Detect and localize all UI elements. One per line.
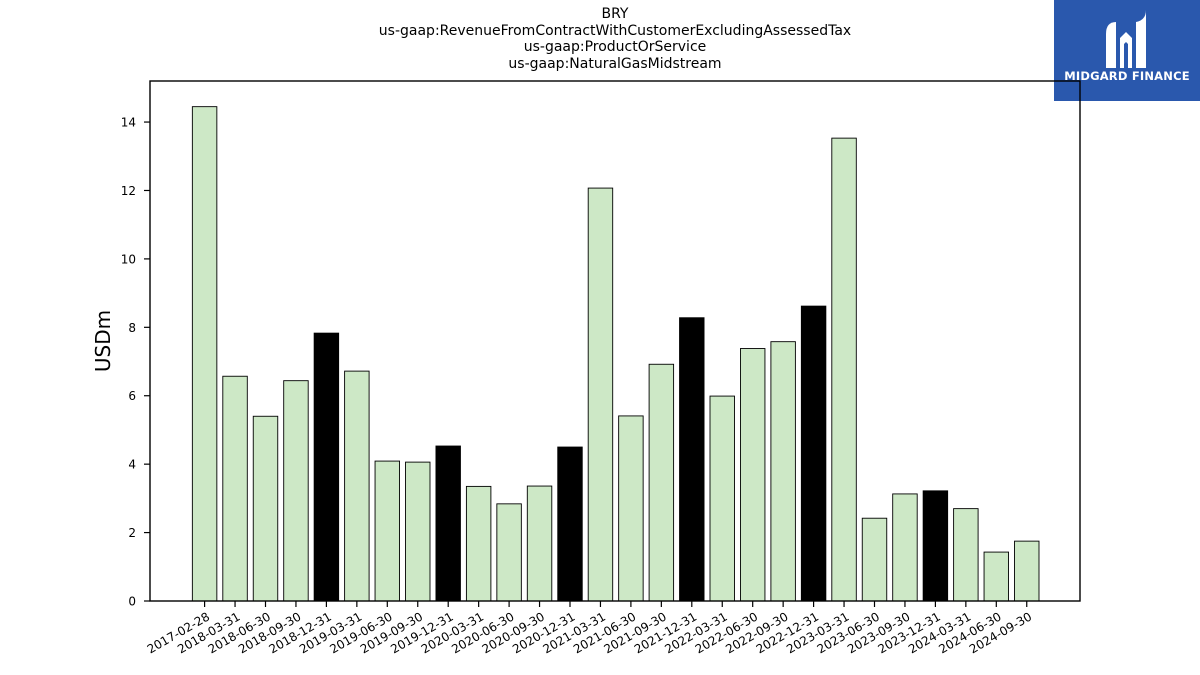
bar-2019-12-31 <box>435 445 461 602</box>
y-axis-label: USDm <box>91 310 115 372</box>
bar-2019-06-30 <box>374 460 400 602</box>
bar-2021-09-30 <box>648 363 675 602</box>
y-tick-label: 10 <box>121 252 136 266</box>
bar-2018-09-30 <box>283 380 309 602</box>
bar-2018-12-31 <box>313 332 340 602</box>
y-tick-label: 14 <box>121 116 136 130</box>
bar-2023-09-30 <box>892 493 918 602</box>
bar-2024-09-30 <box>1014 540 1040 602</box>
y-tick-label: 8 <box>128 321 136 335</box>
chart-title-line: us-gaap:ProductOrService <box>523 39 707 55</box>
y-tick-label: 0 <box>128 595 136 609</box>
bar-2023-03-31 <box>831 137 857 602</box>
y-tick-label: 6 <box>128 389 136 403</box>
bar-2021-03-31 <box>587 187 614 602</box>
bar-2020-06-30 <box>496 503 522 602</box>
chart-title: BRY us-gaap:RevenueFromContractWithCusto… <box>150 6 1080 72</box>
midgard-finance-logo: MIDGARD FINANCE <box>1054 0 1200 101</box>
bar-2022-03-31 <box>709 395 735 602</box>
bar-2022-12-31 <box>800 305 827 602</box>
bar-2022-09-30 <box>770 341 796 602</box>
bar-2018-06-30 <box>252 415 279 602</box>
midgard-logo-icon <box>1106 10 1146 68</box>
bar-2021-06-30 <box>618 415 644 602</box>
chart-title-line: us-gaap:RevenueFromContractWithCustomerE… <box>378 22 852 39</box>
bar-2023-06-30 <box>861 517 888 602</box>
bar-2024-06-30 <box>983 551 1009 602</box>
chart-title-line: BRY <box>601 6 629 22</box>
bar-2019-09-30 <box>405 461 431 602</box>
bar-2021-12-31 <box>679 317 705 602</box>
bar-2024-03-31 <box>953 508 979 602</box>
y-tick-label: 4 <box>128 458 136 472</box>
y-tick-label: 12 <box>121 184 136 198</box>
bar-2022-06-30 <box>740 348 766 602</box>
plot-frame <box>149 80 1081 602</box>
bar-2020-03-31 <box>465 485 492 602</box>
chart-title-line: us-gaap:NaturalGasMidstream <box>508 55 722 72</box>
logo-text: MIDGARD FINANCE <box>1064 69 1190 83</box>
bar-2020-12-31 <box>557 446 583 602</box>
bar-2018-03-31 <box>222 375 248 602</box>
bar-2023-12-31 <box>922 490 949 602</box>
bar-2020-09-30 <box>526 485 553 602</box>
y-tick-label: 2 <box>128 526 136 540</box>
bar-2017-02-28 <box>191 106 218 602</box>
bar-2019-03-31 <box>344 370 370 602</box>
